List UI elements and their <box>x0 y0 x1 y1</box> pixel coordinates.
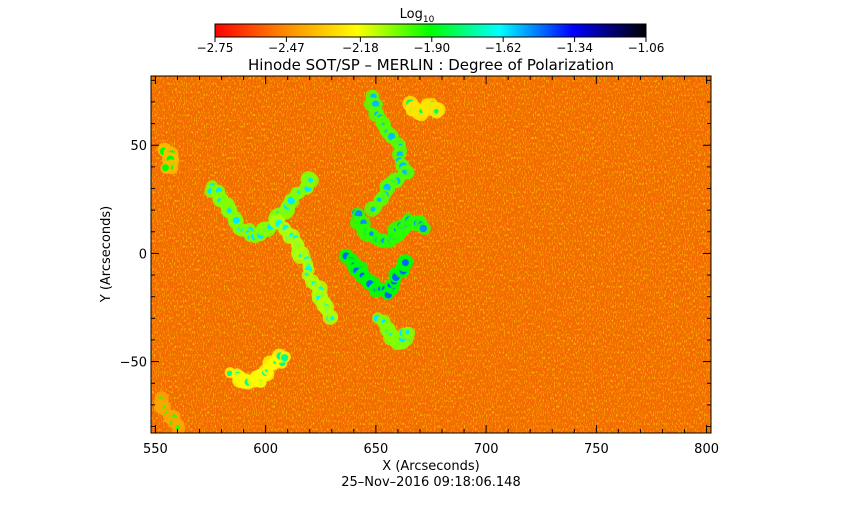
x-axis-label: X (Arcseconds) <box>382 459 479 474</box>
region-core-blob <box>175 425 181 430</box>
region-core-blob <box>162 164 169 172</box>
region-network-mid <box>269 213 339 325</box>
region-patch-south <box>372 312 416 351</box>
x-tick-label: 700 <box>474 442 499 457</box>
x-tick-label: 650 <box>363 442 388 457</box>
colorbar-title: Log10 <box>400 7 435 25</box>
region-core-blob <box>372 100 380 108</box>
region-network-south <box>338 248 414 301</box>
plot-frame <box>150 75 712 434</box>
colorbar-ticks: −2.75 −2.47 −2.18 −1.90 −1.62 −1.34 −1.06 <box>197 37 665 55</box>
region-core-blob <box>304 272 309 277</box>
region-patch-ne <box>402 95 446 122</box>
colorbar-tick-label: −2.75 <box>197 41 234 55</box>
x-tick-label: 550 <box>143 442 168 457</box>
colorbar-tick-label: −1.34 <box>556 41 593 55</box>
region-network-southwest <box>224 348 291 390</box>
polarization-regions <box>153 89 446 433</box>
region-network-center <box>349 207 431 249</box>
region-core-blob <box>298 254 302 258</box>
chart-title: Hinode SOT/SP – MERLIN : Degree of Polar… <box>248 56 614 74</box>
y-axis: 50 0 −50 <box>120 79 711 428</box>
x-tick-label: 600 <box>253 442 278 457</box>
region-core-blob <box>401 259 409 267</box>
region-core-blob <box>226 370 233 377</box>
x-axis: 550 600 650 700 750 800 <box>143 76 719 457</box>
region-core-blob <box>369 231 374 236</box>
colorbar <box>214 23 647 38</box>
region-core-blob <box>287 196 296 205</box>
y-tick-label: −50 <box>120 356 147 371</box>
region-patch-far-west <box>157 142 180 175</box>
region-core-blob <box>419 224 427 233</box>
colorbar-tick-label: −1.90 <box>413 41 450 55</box>
region-network-north <box>363 89 415 217</box>
region-core-blob <box>232 216 240 224</box>
colorbar-tick-label: −2.47 <box>268 41 305 55</box>
colorbar-tick-label: −1.06 <box>628 41 665 55</box>
colorbar-tick-label: −1.62 <box>485 41 522 55</box>
region-core-blob <box>308 177 314 183</box>
region-core-blob <box>226 208 232 214</box>
colorbar-tick-label: −2.18 <box>342 41 379 55</box>
region-core-blob <box>387 132 396 141</box>
region-core-blob <box>370 206 376 212</box>
region-core-blob <box>330 316 335 321</box>
y-tick-label: 0 <box>139 247 147 262</box>
region-core-blob <box>280 354 289 362</box>
region-core-blob <box>405 329 410 335</box>
y-tick-label: 50 <box>130 139 147 154</box>
region-core-blob <box>434 108 439 114</box>
y-axis-label: Y (Arcseconds) <box>99 206 114 303</box>
heatmap-image <box>151 76 711 433</box>
region-core-blob <box>354 210 363 218</box>
timestamp: 25–Nov–2016 09:18:06.148 <box>341 475 520 490</box>
region-patch-bottom-left <box>153 391 186 433</box>
x-tick-label: 800 <box>694 442 719 457</box>
x-tick-label: 750 <box>584 442 609 457</box>
